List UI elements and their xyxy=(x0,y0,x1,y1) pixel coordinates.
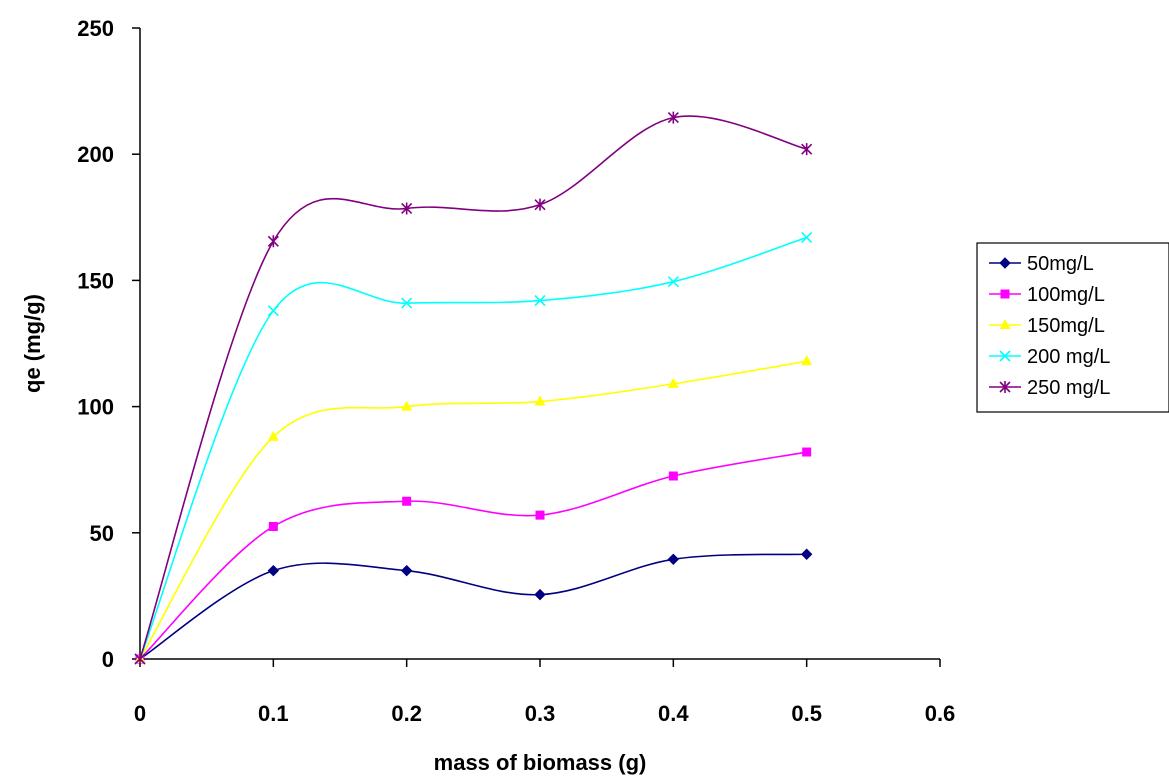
legend-label: 150mg/L xyxy=(1027,315,1105,337)
series-layer xyxy=(134,111,813,665)
legend-entry: 250 mg/L xyxy=(989,377,1110,399)
x-axis-title: mass of biomass (g) xyxy=(434,750,647,775)
x-tick-label: 0.5 xyxy=(791,701,822,726)
x-tick-label: 0.3 xyxy=(525,701,556,726)
legend-label: 250 mg/L xyxy=(1027,377,1110,399)
data-point xyxy=(134,653,146,665)
data-point xyxy=(801,355,813,366)
data-point xyxy=(401,400,413,411)
x-tick-label: 0 xyxy=(134,701,146,726)
y-tick-label: 100 xyxy=(77,395,114,420)
data-point xyxy=(402,496,412,506)
legend-marker xyxy=(999,350,1011,362)
data-point xyxy=(534,198,546,211)
series-4 xyxy=(134,231,813,665)
y-tick-label: 200 xyxy=(77,142,114,167)
data-point xyxy=(801,143,813,156)
legend-entry: 200 mg/L xyxy=(989,346,1110,368)
series-line xyxy=(139,115,807,660)
legend-marker xyxy=(999,319,1011,329)
series-line xyxy=(139,236,807,660)
legend-label: 200 mg/L xyxy=(1027,346,1110,368)
x-tick-label: 0.6 xyxy=(925,701,956,726)
x-tick-label: 0.1 xyxy=(258,701,289,726)
legend-entry: 100mg/L xyxy=(989,284,1105,306)
y-tick-label: 150 xyxy=(77,268,114,293)
data-point xyxy=(802,447,812,457)
data-point xyxy=(800,548,813,560)
data-point xyxy=(268,521,278,531)
legend-marker xyxy=(999,257,1011,269)
data-point xyxy=(667,553,680,566)
legend-entry: 50mg/L xyxy=(989,253,1094,275)
legend-label: 100mg/L xyxy=(1027,284,1105,306)
x-tick-label: 0.2 xyxy=(391,701,422,726)
data-point xyxy=(801,231,813,244)
legend-entry: 150mg/L xyxy=(989,315,1105,337)
series-1 xyxy=(134,548,813,665)
data-point xyxy=(667,111,679,124)
axes: 0 50 100 150 200 250 0 0.1 0.2 0.3 0.4 0.5 0.6 xyxy=(77,16,955,726)
y-tick-label: 50 xyxy=(90,521,114,546)
data-point xyxy=(534,395,546,406)
series-line xyxy=(139,360,807,660)
series-line xyxy=(139,553,807,660)
data-point xyxy=(400,564,413,577)
data-point xyxy=(267,564,280,577)
data-point xyxy=(401,202,413,215)
data-point xyxy=(535,510,545,520)
legend-marker xyxy=(1000,289,1010,299)
series-line xyxy=(139,451,807,660)
y-axis-title: qe (mg/g) xyxy=(20,294,45,393)
series-5 xyxy=(134,111,813,665)
data-point xyxy=(667,377,679,388)
legend-marker xyxy=(999,381,1011,393)
data-point xyxy=(267,430,279,441)
data-point xyxy=(668,471,678,481)
data-point xyxy=(267,235,279,248)
legend: 50mg/L 100mg/L 150mg/L 200 mg/L 250 mg/L xyxy=(976,242,1169,413)
y-tick-label: 0 xyxy=(102,647,114,672)
data-point xyxy=(667,276,679,288)
data-point xyxy=(534,295,546,307)
data-point xyxy=(534,588,546,601)
legend-label: 50mg/L xyxy=(1027,253,1094,275)
data-point xyxy=(401,297,413,309)
x-tick-label: 0.4 xyxy=(658,701,689,726)
data-point xyxy=(267,305,279,317)
y-tick-label: 250 xyxy=(77,16,114,41)
